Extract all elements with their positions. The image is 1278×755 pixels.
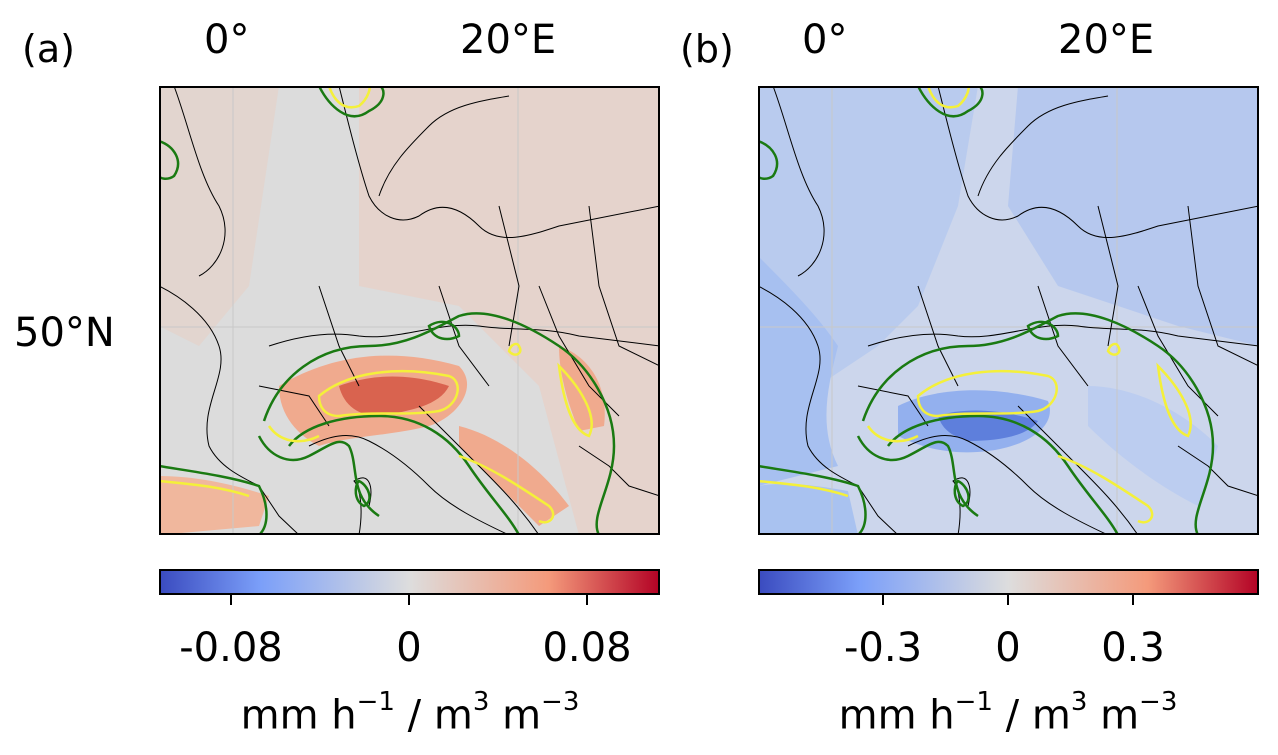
panel-a-lon-label-0: 0°: [204, 17, 250, 63]
map-b-contours-yellow: [758, 86, 1192, 524]
panel-a-label: (a): [22, 27, 75, 71]
colorbar-a-ticklabel-neg: -0.08: [179, 625, 283, 671]
panel-a-map: [159, 86, 660, 535]
panel-b-map: [758, 86, 1259, 535]
panel-b-lon-label-20e: 20°E: [1058, 17, 1155, 63]
map-b-contours-green: [758, 86, 1215, 535]
colorbar-a-tick-pos: [586, 595, 588, 605]
panel-b-label: (b): [680, 27, 734, 71]
colorbar-b-ticklabel-neg: -0.3: [843, 625, 923, 671]
colorbar-a-ticklabel-zero: 0: [396, 625, 422, 671]
map-b-anomaly-shading: [758, 86, 1259, 535]
panel-b-lon-label-0: 0°: [802, 17, 848, 63]
map-a-contours-green: [159, 86, 616, 535]
colorbar-b-unit-label: mm h−1 / m3 m−3: [838, 687, 1178, 739]
panel-a-lat-label-50n: 50°N: [14, 310, 115, 356]
colorbar-b-ticklabel-zero: 0: [995, 625, 1021, 671]
colorbar-a-unit-label: mm h−1 / m3 m−3: [240, 687, 580, 739]
map-b-graticule: [758, 86, 1259, 535]
panel-a-lon-label-20e: 20°E: [460, 17, 557, 63]
colorbar-b-tick-zero: [1007, 595, 1009, 605]
colorbar-b-tick-neg: [882, 595, 884, 605]
map-b-frame: [758, 86, 1259, 535]
colorbar-a: [159, 569, 660, 595]
colorbar-a-tick-zero: [408, 595, 410, 605]
map-a-contours-yellow: [159, 86, 593, 524]
colorbar-a-tick-neg: [230, 595, 232, 605]
colorbar-b-tick-pos: [1132, 595, 1134, 605]
colorbar-a-ticklabel-pos: 0.08: [542, 625, 632, 671]
map-a-coastlines: [159, 86, 660, 535]
colorbar-b-ticklabel-pos: 0.3: [1101, 625, 1165, 671]
map-a-frame: [159, 86, 660, 535]
map-a-graticule: [159, 86, 660, 535]
colorbar-b: [758, 569, 1259, 595]
